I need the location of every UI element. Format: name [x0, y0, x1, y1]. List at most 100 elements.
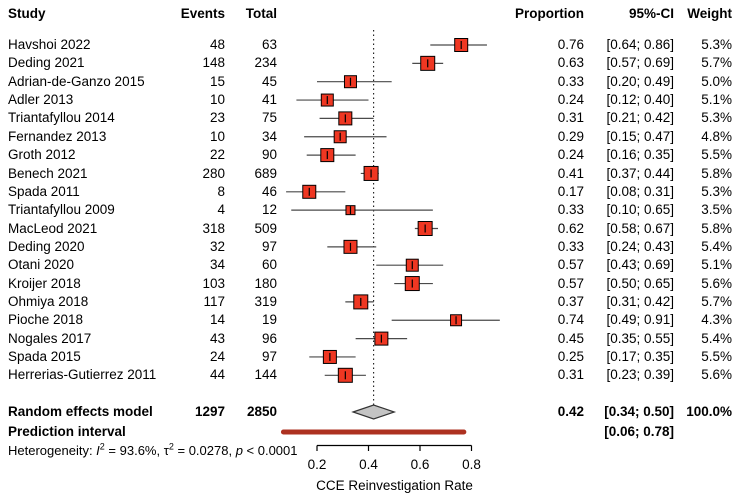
study-row: Benech 2021 280 689 0.41 [0.37; 0.44] 5.8%	[0, 165, 735, 183]
study-proportion: 0.31	[557, 110, 584, 126]
het-p-value: < 0.0001	[242, 443, 298, 458]
study-events: 117	[203, 293, 225, 309]
study-weight: 5.0%	[701, 73, 732, 89]
study-events: 10	[209, 92, 225, 108]
study-name: Spada 2011	[8, 183, 80, 199]
study-weight: 5.3%	[701, 183, 732, 199]
study-weight: 5.8%	[701, 165, 732, 181]
heterogeneity-note: Heterogeneity: I2 = 93.6%, τ2 = 0.0278, …	[8, 442, 298, 460]
summary-ci: [0.34; 0.50]	[604, 404, 674, 419]
study-total: 689	[254, 165, 277, 181]
study-proportion: 0.74	[557, 312, 584, 328]
study-weight: 5.4%	[701, 330, 732, 346]
study-events: 43	[209, 330, 225, 346]
study-name: Benech 2021	[8, 165, 88, 181]
study-weight: 3.5%	[701, 202, 732, 218]
summary-events: 1297	[194, 404, 225, 419]
study-name: Groth 2012	[8, 147, 76, 163]
x-axis-tick-label: 0.2	[308, 457, 327, 472]
study-total: 60	[261, 257, 277, 273]
study-row: Triantafyllou 2014 23 75 0.31 [0.21; 0.42] 5.…	[0, 109, 735, 127]
study-ci: [0.17; 0.35]	[606, 349, 674, 364]
study-proportion: 0.57	[557, 257, 584, 273]
het-tau-symbol: τ	[163, 443, 169, 458]
study-name: Nogales 2017	[8, 330, 92, 346]
prediction-interval-row: Prediction interval [0.06; 0.78]	[0, 423, 735, 441]
study-row: Spada 2015 24 97 0.25 [0.17; 0.35] 5.5%	[0, 348, 735, 366]
study-proportion: 0.31	[557, 367, 584, 383]
study-ci: [0.35; 0.55]	[606, 330, 674, 346]
study-name: Otani 2020	[8, 257, 75, 273]
study-ci: [0.37; 0.44]	[606, 165, 674, 181]
study-name: Triantafyllou 2014	[8, 110, 115, 126]
study-name: Herrerias-Gutierrez 2011	[8, 367, 157, 383]
study-row: Fernandez 2013 10 34 0.29 [0.15; 0.47] 4.8%	[0, 128, 735, 146]
study-proportion: 0.24	[557, 147, 584, 163]
col-header-study: Study	[8, 6, 46, 21]
summary-proportion: 0.42	[557, 404, 584, 419]
col-header-proportion: Proportion	[515, 6, 584, 21]
study-total: 63	[261, 37, 277, 52]
study-events: 14	[209, 312, 225, 328]
study-total: 45	[261, 73, 277, 89]
study-ci: [0.24; 0.43]	[606, 238, 674, 254]
study-events: 10	[209, 128, 225, 144]
study-events: 24	[209, 349, 225, 364]
study-proportion: 0.63	[557, 55, 584, 71]
study-total: 96	[261, 330, 277, 346]
study-name: MacLeod 2021	[8, 220, 98, 236]
het-tau-sup: 2	[168, 441, 174, 452]
study-name: Kroijer 2018	[8, 275, 81, 291]
study-weight: 5.5%	[701, 349, 732, 364]
study-row: Ohmiya 2018 117 319 0.37 [0.31; 0.42] 5.7%	[0, 293, 735, 311]
study-row: Adler 2013 10 41 0.24 [0.12; 0.40] 5.1%	[0, 91, 735, 109]
study-weight: 4.8%	[701, 128, 732, 144]
study-proportion: 0.17	[557, 183, 584, 199]
study-row: MacLeod 2021 318 509 0.62 [0.58; 0.67] 5.8%	[0, 220, 735, 238]
het-i-symbol: I	[96, 443, 100, 458]
study-events: 103	[202, 275, 225, 291]
study-name: Deding 2020	[8, 238, 85, 254]
prediction-interval-ci: [0.06; 0.78]	[604, 424, 674, 439]
study-weight: 5.6%	[701, 275, 732, 291]
study-total: 19	[261, 312, 277, 328]
study-ci: [0.15; 0.47]	[606, 128, 674, 144]
study-ci: [0.31; 0.42]	[606, 293, 674, 309]
het-i-sup: 2	[99, 441, 105, 452]
het-i-value: = 93.6%,	[104, 443, 164, 458]
summary-diamond	[351, 404, 397, 420]
study-row: Pioche 2018 14 19 0.74 [0.49; 0.91] 4.3%	[0, 311, 735, 329]
study-ci: [0.64; 0.86]	[606, 37, 674, 52]
study-total: 75	[261, 110, 277, 126]
study-total: 97	[261, 349, 277, 364]
study-ci: [0.16; 0.35]	[606, 147, 674, 163]
study-events: 23	[209, 110, 225, 126]
study-proportion: 0.45	[557, 330, 584, 346]
study-weight: 5.7%	[701, 293, 732, 309]
study-ci: [0.21; 0.42]	[606, 110, 674, 126]
study-events: 48	[209, 37, 225, 52]
study-ci: [0.43; 0.69]	[606, 257, 674, 273]
study-proportion: 0.41	[557, 165, 584, 181]
study-weight: 5.5%	[701, 147, 732, 163]
study-total: 97	[261, 238, 277, 254]
study-events: 148	[202, 55, 225, 71]
col-header-ci: 95%-CI	[628, 6, 674, 21]
study-weight: 4.3%	[701, 312, 732, 328]
study-events: 280	[202, 165, 225, 181]
study-ci: [0.10; 0.65]	[606, 202, 674, 218]
study-proportion: 0.62	[557, 220, 584, 236]
study-name: Spada 2015	[8, 349, 81, 364]
col-header-total: Total	[245, 6, 277, 21]
study-total: 234	[254, 55, 277, 71]
col-header-events: Events	[180, 6, 225, 21]
study-weight: 5.7%	[701, 55, 732, 71]
study-row: Herrerias-Gutierrez 2011 44 144 0.31 [0.23; …	[0, 366, 735, 384]
study-weight: 5.6%	[701, 367, 732, 383]
study-row: Havshoi 2022 48 63 0.76 [0.64; 0.86] 5.3%	[0, 36, 735, 54]
study-proportion: 0.33	[557, 73, 584, 89]
study-ci: [0.08; 0.31]	[606, 183, 674, 199]
study-events: 4	[217, 202, 225, 218]
